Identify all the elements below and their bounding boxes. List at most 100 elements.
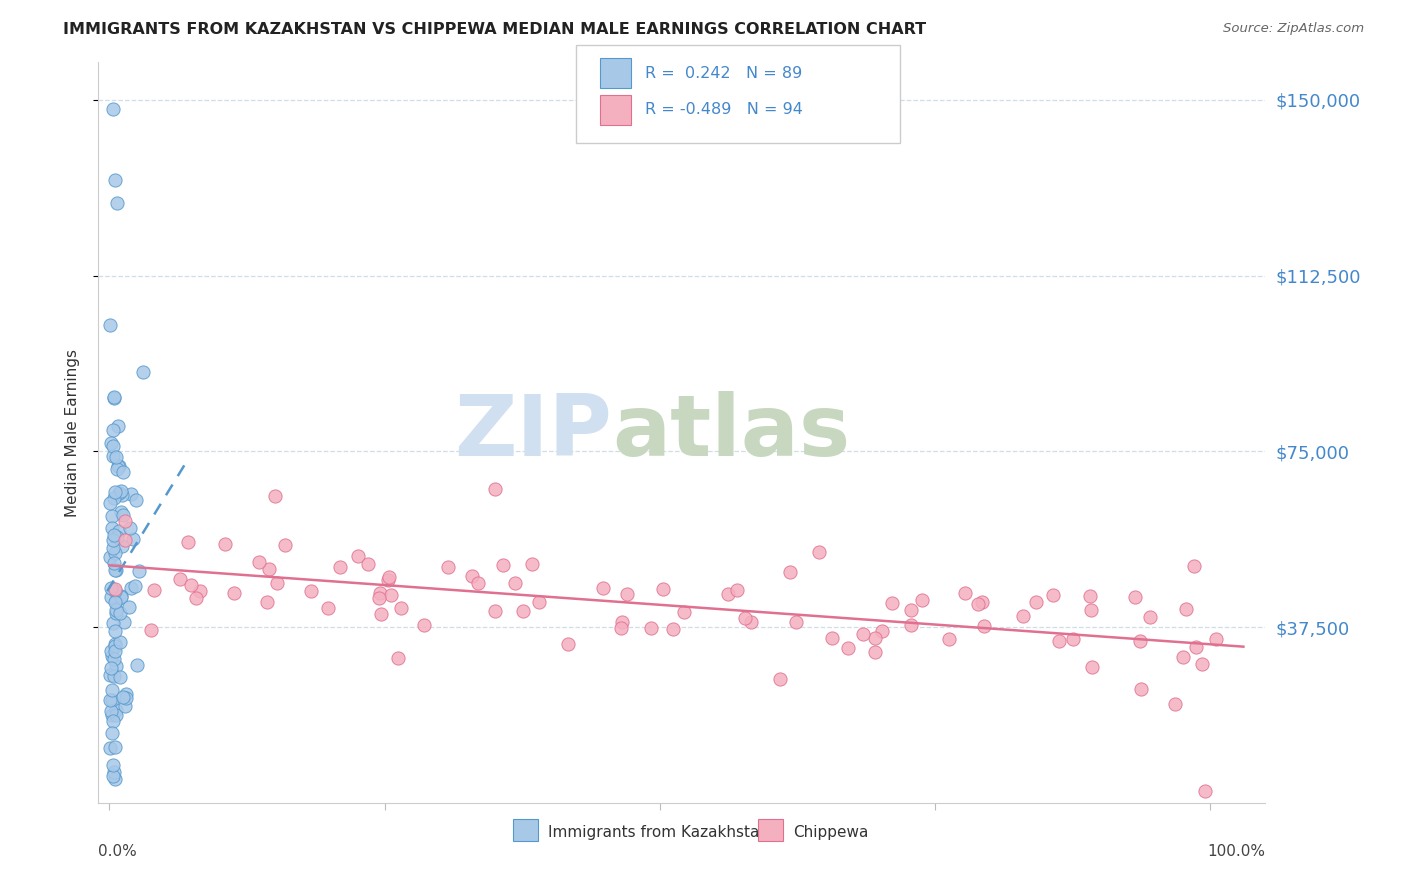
- Point: [125, 492, 148, 507]
- Point: [880, 596, 903, 610]
- Point: [101, 423, 124, 437]
- Point: [329, 559, 352, 574]
- Point: [110, 589, 132, 603]
- Point: [484, 482, 506, 496]
- Point: [103, 764, 125, 779]
- Point: [938, 632, 960, 646]
- Point: [110, 670, 132, 684]
- Point: [114, 514, 136, 528]
- Point: [527, 595, 550, 609]
- Point: [1205, 632, 1227, 647]
- Point: [103, 557, 125, 571]
- Point: [370, 586, 392, 600]
- Point: [224, 586, 246, 600]
- Point: [299, 584, 322, 599]
- Point: [104, 624, 127, 638]
- Point: [107, 418, 129, 433]
- Point: [973, 619, 995, 633]
- Point: [103, 390, 125, 404]
- Point: [110, 483, 132, 498]
- Point: [970, 594, 993, 608]
- Point: [368, 591, 391, 605]
- Text: 100.0%: 100.0%: [1208, 844, 1265, 858]
- Point: [111, 508, 134, 522]
- Point: [101, 714, 124, 729]
- Point: [512, 604, 534, 618]
- Point: [108, 607, 131, 621]
- Point: [370, 607, 392, 622]
- Point: [112, 615, 135, 629]
- Point: [100, 436, 122, 450]
- Point: [112, 465, 135, 479]
- Point: [103, 450, 125, 464]
- Point: [1012, 609, 1035, 624]
- Point: [1062, 632, 1084, 647]
- Point: [104, 545, 127, 559]
- Point: [492, 558, 515, 572]
- Point: [389, 600, 412, 615]
- Point: [111, 488, 134, 502]
- Point: [104, 740, 127, 755]
- Point: [104, 583, 127, 598]
- Text: R =  0.242   N = 89: R = 0.242 N = 89: [645, 66, 803, 80]
- Point: [1139, 610, 1161, 624]
- Point: [640, 621, 662, 635]
- Point: [103, 527, 125, 541]
- Point: [114, 698, 136, 713]
- Point: [377, 573, 399, 587]
- Point: [104, 563, 127, 577]
- Point: [104, 603, 127, 617]
- Point: [104, 563, 127, 577]
- Point: [100, 725, 122, 739]
- Point: [139, 624, 162, 638]
- Point: [1081, 660, 1104, 674]
- Point: [124, 579, 146, 593]
- Point: [378, 570, 401, 584]
- Point: [104, 643, 127, 657]
- Point: [1047, 634, 1070, 648]
- Point: [115, 687, 138, 701]
- Point: [505, 576, 527, 591]
- Point: [716, 587, 738, 601]
- Point: [1042, 588, 1064, 602]
- Point: [104, 594, 127, 608]
- Point: [900, 603, 922, 617]
- Point: [610, 615, 633, 629]
- Point: [108, 524, 131, 539]
- Bar: [758, 819, 783, 841]
- Point: [870, 624, 893, 638]
- Point: [380, 588, 402, 602]
- Point: [1025, 595, 1047, 609]
- Text: 0.0%: 0.0%: [98, 844, 138, 858]
- Point: [101, 648, 124, 663]
- Point: [1182, 558, 1205, 573]
- Point: [98, 318, 121, 332]
- Point: [461, 568, 484, 582]
- Point: [101, 769, 124, 783]
- Point: [120, 581, 142, 595]
- Point: [437, 560, 460, 574]
- Point: [740, 615, 762, 629]
- Point: [467, 576, 489, 591]
- Point: [1194, 784, 1216, 798]
- Point: [105, 196, 128, 211]
- Point: [100, 581, 122, 595]
- Point: [104, 637, 127, 651]
- Point: [1078, 589, 1101, 603]
- Point: [316, 601, 339, 615]
- Point: [104, 659, 127, 673]
- Point: [103, 491, 125, 506]
- Point: [837, 640, 859, 655]
- Point: [108, 485, 131, 500]
- Point: [110, 505, 132, 519]
- Point: [107, 459, 129, 474]
- Point: [779, 565, 801, 579]
- Point: [98, 740, 121, 755]
- Point: [104, 484, 127, 499]
- Point: [1129, 633, 1152, 648]
- Point: [734, 610, 756, 624]
- Text: ZIP: ZIP: [454, 391, 612, 475]
- Point: [105, 462, 128, 476]
- Point: [273, 538, 295, 552]
- Point: [103, 669, 125, 683]
